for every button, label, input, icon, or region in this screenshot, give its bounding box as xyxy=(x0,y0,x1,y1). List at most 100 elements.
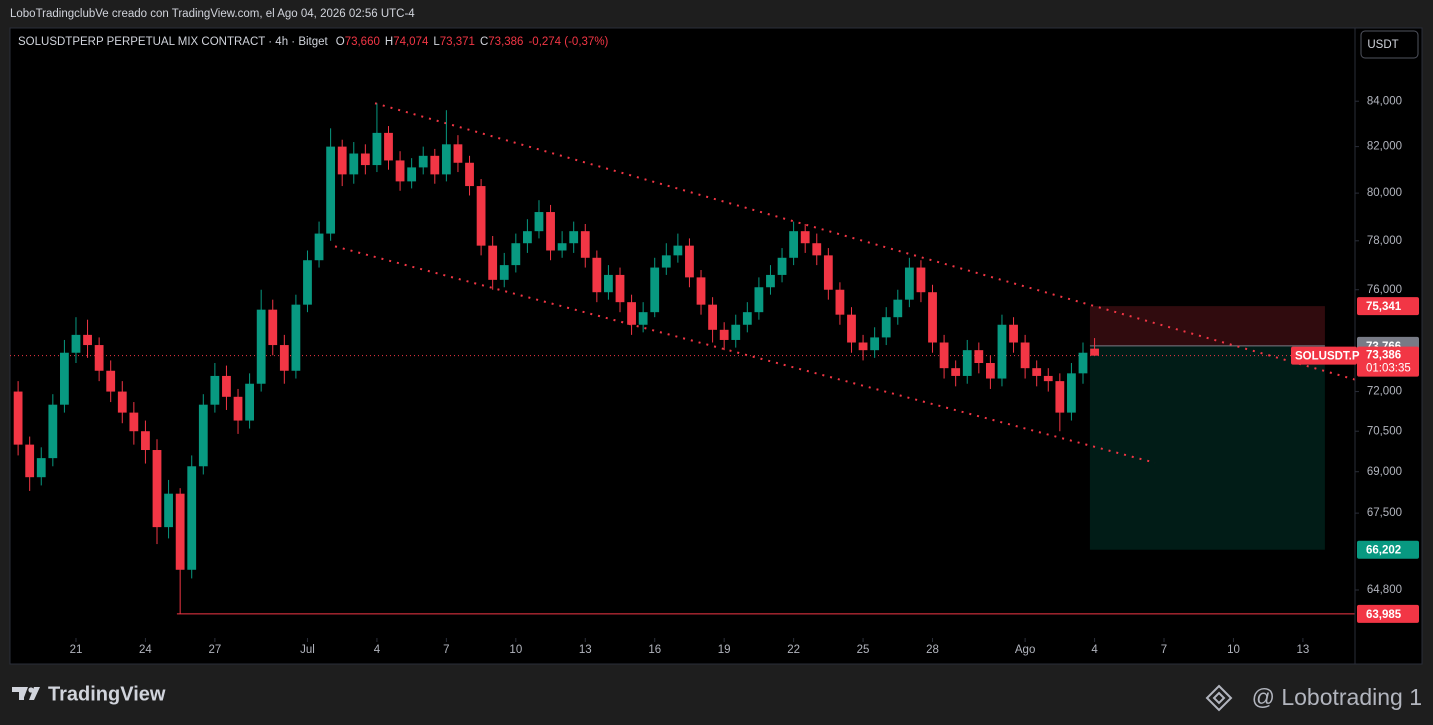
candle-body xyxy=(175,493,185,570)
x-tick-label: 24 xyxy=(139,644,152,656)
ohlc-key: L xyxy=(433,36,440,48)
candle-body xyxy=(198,404,208,467)
candle-body xyxy=(650,267,660,313)
y-tick-label: 72,000 xyxy=(1367,386,1402,398)
candle-body xyxy=(245,383,254,421)
brand: TradingView xyxy=(48,683,166,705)
currency-button[interactable] xyxy=(1360,30,1419,59)
candle-body xyxy=(210,375,220,405)
candle-body xyxy=(661,255,671,268)
candle-body xyxy=(569,231,579,244)
candle-body xyxy=(279,345,289,371)
candle-body xyxy=(222,375,231,397)
x-tick-label: 13 xyxy=(1297,644,1310,656)
candle-body xyxy=(453,144,463,163)
candle-body xyxy=(939,342,949,369)
candle-body xyxy=(592,257,602,293)
caption: LoboTradingclubVe creado con TradingView… xyxy=(10,8,415,20)
candle-body xyxy=(962,350,972,376)
y-tick-label: 80,000 xyxy=(1367,187,1402,199)
candle-body xyxy=(731,324,741,340)
candle-body xyxy=(696,277,706,305)
candle-body xyxy=(685,245,694,278)
candle-body xyxy=(835,289,845,315)
ohlc-value: 73,386 xyxy=(488,36,523,48)
candle-body xyxy=(291,304,301,371)
symbol-tag xyxy=(1291,346,1357,365)
candle-body xyxy=(233,396,243,421)
y-tick-label: 67,500 xyxy=(1367,507,1402,519)
x-tick-label: Jul xyxy=(300,644,315,656)
x-tick-label: Ago xyxy=(1015,644,1035,656)
x-tick-label: 13 xyxy=(579,644,592,656)
candle-body xyxy=(268,309,278,346)
tv-logo xyxy=(12,687,40,700)
x-tick-label: 27 xyxy=(208,644,221,656)
stop-zone xyxy=(1089,306,1325,346)
candle-body xyxy=(256,309,266,384)
last-price-tag xyxy=(1357,346,1419,377)
candle-body xyxy=(187,466,197,570)
ohlc-key: C xyxy=(480,36,488,48)
candle-body xyxy=(870,337,880,351)
logo-shape xyxy=(29,687,40,700)
candle-body xyxy=(638,312,648,325)
candle-body xyxy=(534,212,544,232)
y-tick-label: 84,000 xyxy=(1367,95,1402,107)
candle-body xyxy=(129,412,139,432)
x-tick-label: 25 xyxy=(857,644,870,656)
price-tag xyxy=(1357,604,1419,623)
symbol-name: SOLUSDTPERP PERPETUAL MIX CONTRACT · 4h … xyxy=(18,36,329,48)
candle-body xyxy=(881,317,891,338)
ohlc-key: H xyxy=(385,36,393,48)
candle-body xyxy=(800,231,810,244)
candle-body xyxy=(893,299,903,318)
y-tick-label: 82,000 xyxy=(1367,141,1402,153)
candle-body xyxy=(904,267,914,300)
price-tag-label: 66,202 xyxy=(1366,545,1401,557)
y-tick-label: 69,000 xyxy=(1367,466,1402,478)
x-tick-label: 7 xyxy=(1161,644,1167,656)
candle-body xyxy=(349,153,359,175)
candle-body xyxy=(488,245,498,280)
candle-body xyxy=(823,255,833,290)
candle-body xyxy=(337,146,347,175)
logo-shape xyxy=(12,687,28,700)
candle-body xyxy=(673,245,683,256)
last-price-label: 73,386 xyxy=(1366,350,1401,362)
candle-body xyxy=(511,243,521,266)
candle-body xyxy=(580,231,590,258)
price-tag-label: 63,985 xyxy=(1366,609,1402,621)
candle-body xyxy=(985,363,995,379)
countdown: 01:03:35 xyxy=(1366,363,1411,375)
x-tick-label: 7 xyxy=(443,644,449,656)
logo-dot xyxy=(28,687,34,693)
change: -0,274 (-0,37%) xyxy=(528,36,608,48)
candle-body xyxy=(430,155,440,175)
symbol-tag-label: SOLUSDT.P xyxy=(1295,351,1360,363)
candle-body xyxy=(36,458,46,478)
candle-body xyxy=(418,155,428,168)
candle-body xyxy=(1043,375,1053,382)
trendline xyxy=(374,102,1356,381)
symbol-legend: SOLUSDTPERP PERPETUAL MIX CONTRACT · 4h … xyxy=(18,36,609,48)
candle-body xyxy=(858,342,868,351)
candle-body xyxy=(372,132,382,166)
candle-body xyxy=(117,391,127,413)
candle-body xyxy=(847,314,856,343)
candle-body xyxy=(1055,381,1065,413)
price-tag xyxy=(1357,540,1419,559)
x-tick-label: 4 xyxy=(374,644,381,656)
currency[interactable]: USDT xyxy=(1367,39,1398,51)
candle-body xyxy=(997,324,1007,379)
candle-body xyxy=(719,329,729,340)
candle-body xyxy=(465,162,474,187)
candle-body xyxy=(708,304,717,330)
candle-body xyxy=(916,267,926,293)
ohlc-key: O xyxy=(336,36,345,48)
x-tick-label: 10 xyxy=(509,644,522,656)
candle-body xyxy=(754,287,764,313)
ohlc-value: 74,074 xyxy=(393,36,429,48)
candle-body xyxy=(928,292,937,343)
candle-body xyxy=(615,274,625,303)
